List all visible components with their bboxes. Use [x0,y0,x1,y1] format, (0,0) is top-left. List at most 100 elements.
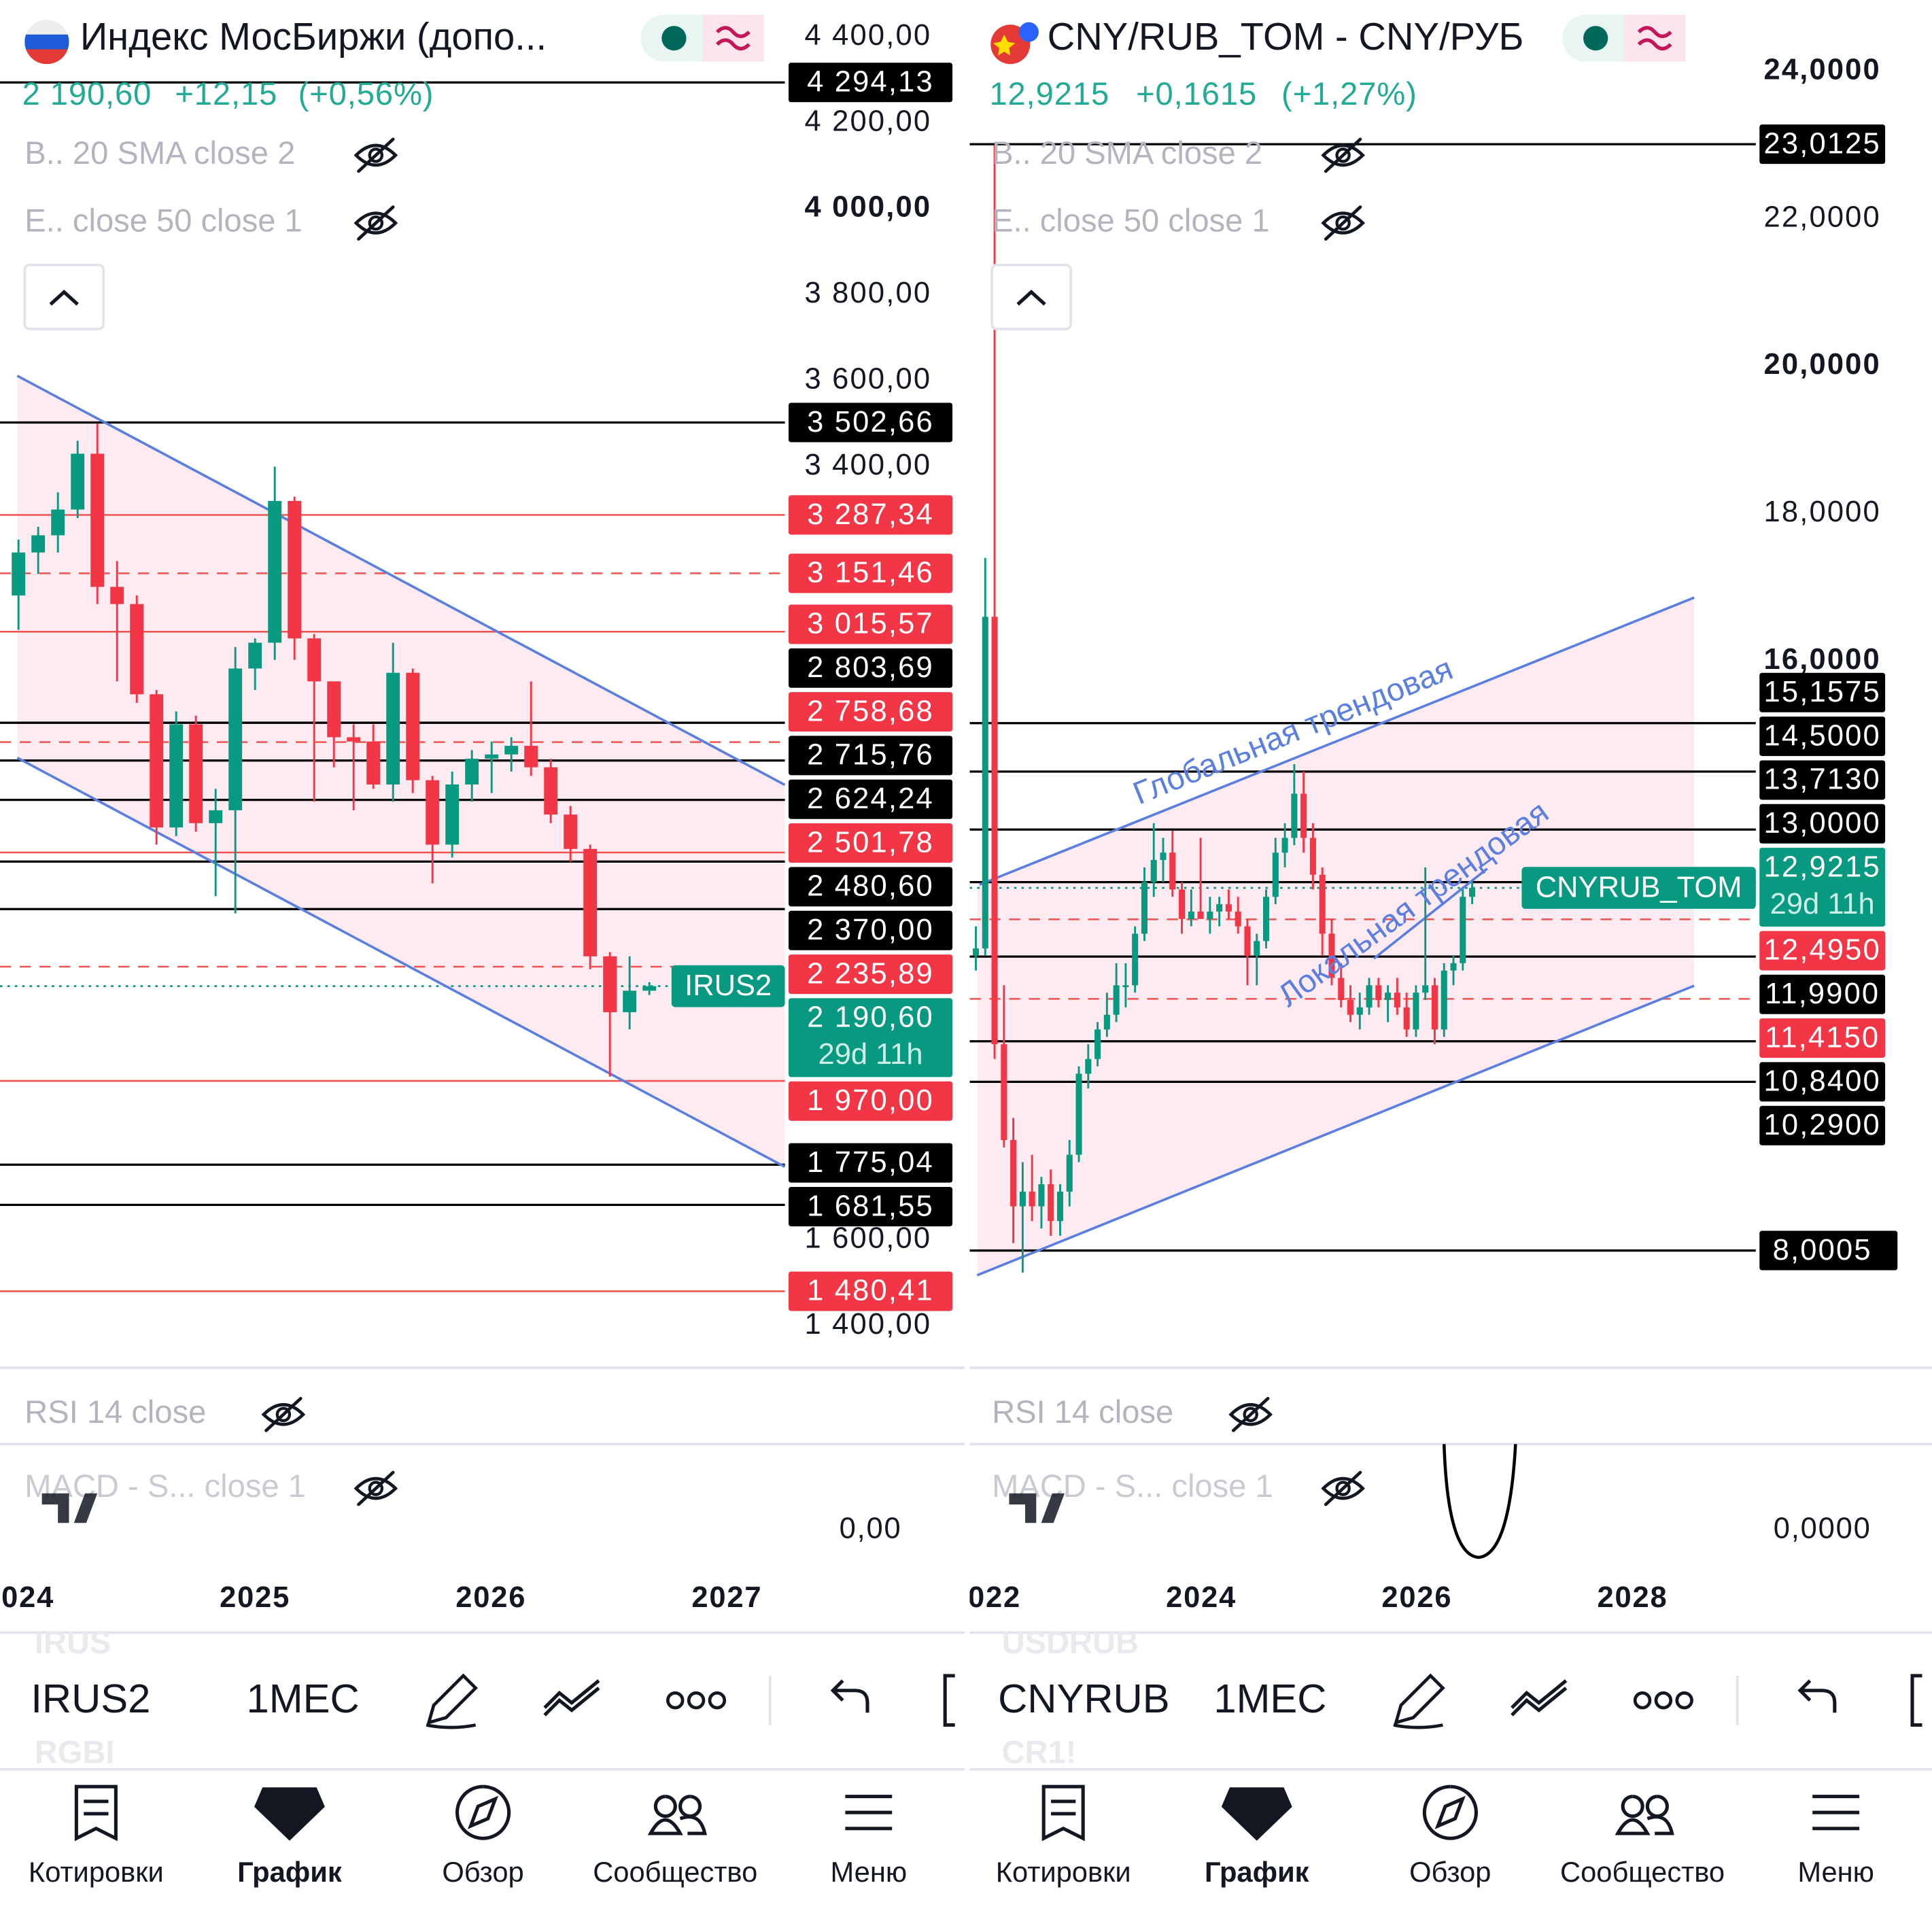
level-label: 11,4150 [1765,1021,1880,1054]
indicator-legend: E.. close 50 close 1 [992,203,1270,239]
nav-icon-menu[interactable] [1812,1795,1860,1831]
candle-body [1309,838,1316,875]
hidden-icon[interactable] [1228,1396,1273,1432]
series-name-box [1521,867,1756,909]
level-label: 10,8400 [1763,1065,1880,1098]
more-dot[interactable] [687,1691,706,1710]
fullscreen-button[interactable] [943,1674,955,1727]
nav-icon-explore[interactable] [1422,1784,1478,1840]
draw-tool[interactable] [426,1673,478,1729]
macd-legend: MACD - S... close 1 [992,1468,1273,1504]
candle-body [386,672,400,784]
indicators-tool[interactable] [1511,1679,1568,1717]
indicators-tool[interactable] [543,1679,600,1717]
fullscreen-button[interactable] [1910,1674,1922,1727]
nav-label[interactable]: Котировки [996,1856,1131,1888]
level-label: 2 501,78 [807,826,934,859]
hidden-icon-pupil [1243,1407,1258,1422]
candle-body [642,986,657,991]
more-dot[interactable] [666,1691,685,1710]
nav-label[interactable]: Меню [831,1856,908,1888]
candle-body [209,810,223,823]
nav-label[interactable]: Обзор [442,1856,523,1888]
hidden-icon[interactable] [1321,137,1365,173]
level-label-box [1759,1230,1898,1271]
nav-label[interactable]: Сообщество [593,1856,757,1888]
nav-icon-explore[interactable] [455,1784,511,1840]
candle-body [228,668,243,810]
candle-body [1150,860,1157,882]
hidden-icon[interactable] [353,205,398,241]
candle-body [1169,852,1176,890]
y-tick-label: 1 600,00 [805,1222,932,1254]
hidden-icon[interactable] [353,137,398,173]
nav-label[interactable]: График [1205,1856,1309,1888]
nav-label[interactable]: Сообщество [1560,1856,1725,1888]
more-dot[interactable] [1654,1691,1673,1710]
nav-icon-quotes[interactable] [1041,1784,1085,1842]
candle-body [1160,852,1167,861]
level-label-box [789,1271,953,1311]
y-tick-label: 24,0000 [1763,54,1880,86]
nav-icon-chart[interactable] [254,1787,325,1841]
x-tick-label: 2025 [220,1581,290,1614]
level-label: 14,5000 [1763,719,1880,752]
toolbar-symbol[interactable]: IRUS2 [31,1676,150,1721]
candle-body [1103,1014,1110,1030]
candle-body [51,509,65,536]
level-label: 2 370,00 [807,914,934,946]
collapse-button[interactable] [23,263,105,330]
nav-icon-menu[interactable] [845,1795,893,1831]
bar-countdown: 29d 11h [818,1038,923,1071]
toolbar-interval[interactable]: 1МЕС [1213,1676,1326,1721]
candle-body [485,754,499,759]
nav-icon-community[interactable] [647,1795,707,1835]
x-tick-label: 2026 [455,1581,526,1614]
more-dot[interactable] [1675,1691,1693,1710]
indicator-legend: B.. 20 SMA close 2 [24,135,295,171]
bar-countdown: 29d 11h [1770,888,1875,920]
y-tick-label: 20,0000 [1763,348,1880,381]
flag-badge [1018,22,1039,42]
collapse-button[interactable] [990,263,1072,330]
candle-body [1216,904,1223,912]
draw-tool[interactable] [1393,1673,1445,1729]
hidden-icon[interactable] [1321,1470,1365,1506]
hidden-icon[interactable] [1321,205,1365,241]
nav-icon-chart[interactable] [1221,1787,1292,1841]
status-pill-half [1623,14,1686,62]
hidden-icon[interactable] [353,1470,398,1506]
toolbar-interval[interactable]: 1МЕС [247,1676,360,1721]
level-label-box [1759,1105,1886,1145]
more-dot[interactable] [708,1691,727,1710]
undo-button[interactable] [830,1679,869,1713]
more-dot[interactable] [1633,1691,1652,1710]
level-label: 1 775,04 [807,1146,934,1179]
flag-stripe [24,34,69,50]
candle-body [366,741,381,784]
nav-icon-community[interactable] [1615,1795,1674,1835]
quote-change: +12,15 [175,75,277,111]
macd-curve [1442,1444,1517,1559]
nav-label[interactable]: Обзор [1409,1856,1491,1888]
level-label-box [789,1186,953,1226]
quote-price: 2 190,60 [22,75,152,111]
candle-body [1366,985,1373,1007]
candle-body [1469,888,1476,897]
nav-icon-quotes[interactable] [74,1784,118,1842]
toolbar-symbol[interactable]: CNYRUB [998,1676,1170,1721]
y-tick-label: 4 200,00 [805,105,932,137]
candle-body [1319,874,1326,934]
hidden-icon[interactable] [261,1396,306,1432]
nav-label[interactable]: График [237,1856,342,1888]
level-label: 4 294,13 [807,66,934,99]
candle-body [90,453,105,587]
y-tick-label: 18,0000 [1763,496,1880,528]
candle-body [504,746,519,755]
level-label: 2 803,69 [807,651,934,684]
level-label: 13,7130 [1763,763,1880,796]
candle-body [465,759,479,784]
undo-button[interactable] [1797,1679,1837,1713]
nav-label[interactable]: Меню [1797,1856,1874,1888]
nav-label[interactable]: Котировки [29,1856,164,1888]
